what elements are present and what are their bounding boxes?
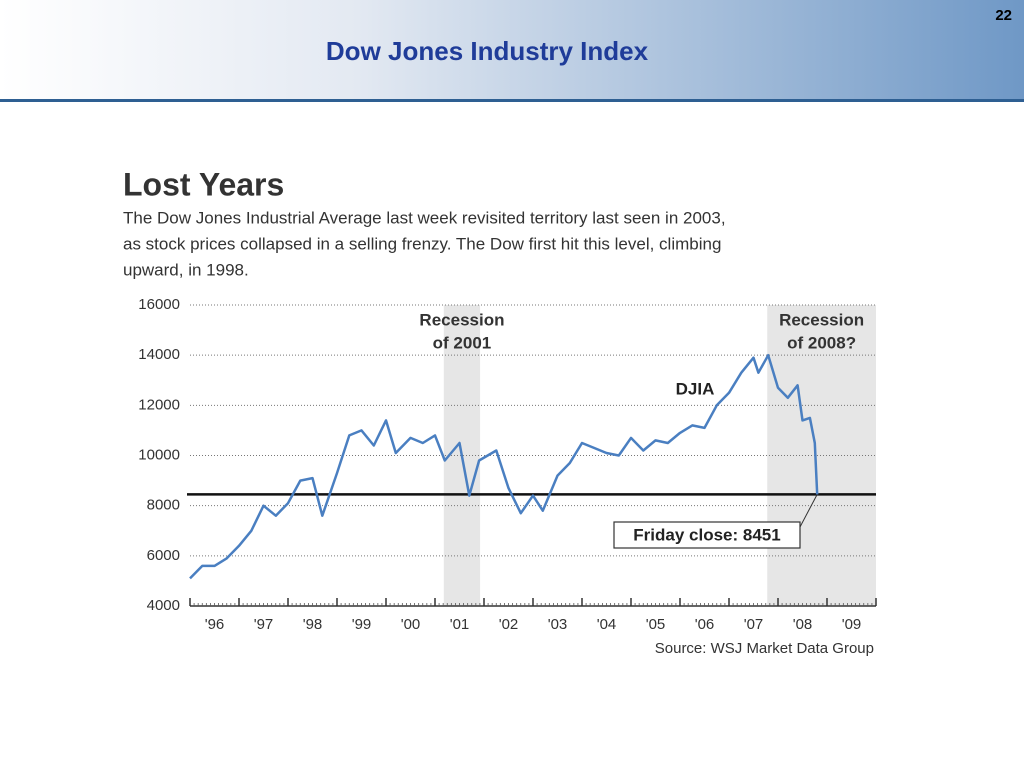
callout-label: Friday close: 8451	[633, 525, 780, 544]
slide-title: Dow Jones Industry Index	[326, 36, 649, 66]
x-tick-label: '02	[499, 616, 519, 633]
region-label: of 2001	[433, 333, 492, 352]
y-tick-label: 10000	[138, 446, 180, 463]
x-tick-label: '04	[597, 616, 617, 633]
callout-leader	[799, 494, 818, 528]
region-label: Recession	[419, 310, 504, 329]
source: Source: WSJ Market Data Group	[655, 640, 874, 657]
y-tick-label: 8000	[147, 497, 180, 514]
chart-subtitle: upward, in 1998.	[123, 260, 249, 279]
x-tick-label: '97	[254, 616, 274, 633]
series-label: DJIA	[676, 379, 715, 398]
y-tick-label: 4000	[147, 597, 180, 614]
region-label: of 2008?	[787, 333, 856, 352]
x-tick-label: '98	[303, 616, 323, 633]
chart-title: Lost Years	[123, 166, 284, 202]
chart-subtitle: as stock prices collapsed in a selling f…	[123, 234, 721, 253]
y-tick-label: 6000	[147, 547, 180, 564]
x-tick-label: '96	[205, 616, 225, 633]
y-tick-label: 16000	[138, 296, 180, 313]
x-tick-label: '07	[744, 616, 764, 633]
page-number: 22	[995, 7, 1012, 24]
y-tick-label: 12000	[138, 396, 180, 413]
header-band	[0, 0, 1024, 100]
x-tick-label: '08	[793, 616, 813, 633]
x-tick-label: '05	[646, 616, 666, 633]
chart-subtitle: The Dow Jones Industrial Average last we…	[123, 208, 726, 227]
data-line	[189, 353, 819, 580]
x-tick-label: '99	[352, 616, 372, 633]
x-tick-label: '03	[548, 616, 568, 633]
x-tick-label: '00	[401, 616, 421, 633]
x-tick-label: '09	[842, 616, 862, 633]
callout-box	[613, 521, 801, 549]
header-rule	[0, 99, 1024, 102]
x-tick-label: '06	[695, 616, 715, 633]
shaded-region	[767, 305, 876, 606]
x-tick-label: '01	[450, 616, 470, 633]
region-label: Recession	[779, 310, 864, 329]
y-tick-label: 14000	[138, 346, 180, 363]
